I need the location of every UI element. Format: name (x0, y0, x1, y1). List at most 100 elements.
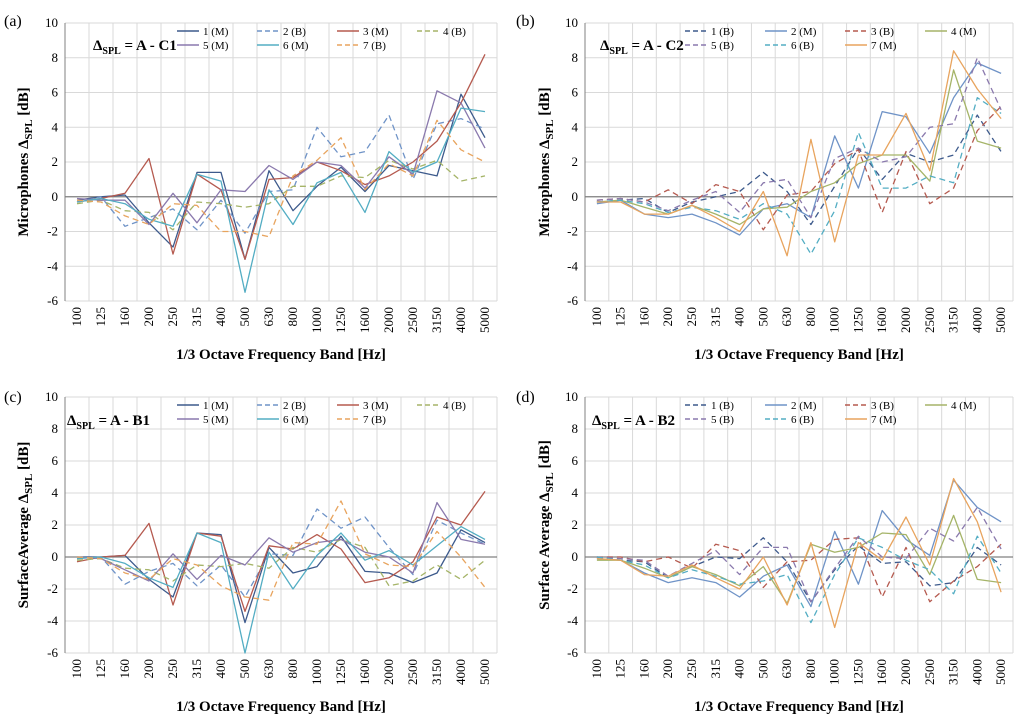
y-axis-title-sub: SPL (544, 472, 556, 492)
series-line-3 (596, 105, 1002, 231)
delta-label: ΔSPL = A - B2 (592, 413, 675, 432)
legend: 1 (B) 2 (M) 3 (B) 4 (M) 5 (B) 6 (B) 7 (M) (685, 400, 977, 426)
y-tick-label: 8 (52, 50, 59, 65)
panel-label: (d) (516, 389, 535, 406)
legend-entry-label: 7 (M) (871, 40, 897, 52)
legend-entry-label: 3 (M) (363, 400, 389, 412)
legend-entry-label: 6 (B) (791, 414, 814, 426)
x-tick-label: 5000 (993, 659, 1008, 685)
y-axis-title-main: Microphones Δ (537, 139, 553, 237)
y-tick-label: 10 (565, 389, 578, 404)
y-tick-label: 0 (52, 549, 59, 564)
series-line-7 (76, 119, 486, 238)
x-tick-label: 100 (69, 659, 84, 679)
x-tick-label: 4000 (453, 659, 468, 685)
y-tick-label: 0 (572, 549, 579, 564)
y-axis-title: Surface Average ΔSPL [dB] (537, 440, 556, 610)
legend-entry-label: 5 (B) (711, 40, 734, 52)
x-tick-label: 100 (69, 307, 84, 327)
delta-expression: = A - C1 (121, 38, 177, 54)
x-tick-label: 1250 (333, 659, 348, 685)
chart-panel-a: -6 -4 -2 0 2 4 6 8 10 100 125 160 200 250 315 400 500 630… (4, 13, 498, 363)
x-tick-label: 250 (684, 307, 699, 327)
y-tick-label: -6 (47, 293, 58, 308)
chart-panel-c: -6 -4 -2 0 2 4 6 8 10 100 125 160 200 250 315 400 500 630… (4, 389, 498, 715)
x-tick-label: 250 (684, 659, 699, 679)
x-tick-label: 125 (613, 659, 628, 679)
x-tick-label: 125 (93, 659, 108, 679)
series-line-6 (76, 525, 486, 654)
x-tick-label: 200 (141, 659, 156, 679)
y-tick-label: -2 (47, 581, 58, 596)
y-tick-label: 0 (52, 189, 59, 204)
x-tick-label: 2500 (922, 307, 937, 333)
legend-entry-label: 6 (M) (283, 414, 309, 426)
x-tick-label: 630 (261, 307, 276, 327)
x-tick-label: 2500 (922, 659, 937, 685)
y-tick-label: 6 (572, 453, 579, 468)
x-tick-label: 5000 (993, 307, 1008, 333)
x-tick-label: 5000 (477, 659, 492, 685)
legend-entry-label: 2 (M) (791, 400, 817, 412)
legend-entry-label: 4 (B) (443, 26, 466, 38)
y-tick-label: 0 (572, 189, 579, 204)
legend-entry-label: 5 (M) (203, 414, 229, 426)
y-axis-title-main: Surface Average Δ (537, 492, 553, 610)
y-tick-label: 10 (45, 15, 58, 30)
y-tick-label: 6 (52, 85, 59, 100)
y-tick-label: -4 (567, 613, 578, 628)
x-tick-label: 2000 (381, 307, 396, 333)
x-tick-label: 160 (117, 659, 132, 679)
y-tick-label: 4 (52, 485, 59, 500)
x-tick-label: 315 (189, 659, 204, 679)
x-tick-label: 3150 (429, 659, 444, 685)
x-tick-label: 400 (213, 307, 228, 327)
legend: 1 (B) 2 (M) 3 (B) 4 (M) 5 (B) 6 (B) 7 (M) (685, 26, 977, 52)
x-tick-label: 160 (117, 307, 132, 327)
y-tick-label: 4 (52, 119, 59, 134)
series-line-2 (596, 479, 1002, 608)
y-tick-label: -2 (567, 581, 578, 596)
chart-panel-b: -6 -4 -2 0 2 4 6 8 10 100 125 160 200 250 315 400 500 630… (516, 13, 1014, 363)
panel-label: (a) (4, 13, 22, 30)
x-tick-label: 315 (708, 307, 723, 327)
legend: 1 (M) 2 (B) 3 (M) 4 (B) 5 (M) 6 (M) 7 (B) (177, 26, 466, 52)
y-tick-label: 6 (52, 453, 59, 468)
y-axis-title: Microphones ΔSPL [dB] (16, 87, 35, 236)
x-tick-label: 630 (779, 307, 794, 327)
x-tick-label: 2500 (405, 307, 420, 333)
x-tick-label: 1000 (827, 659, 842, 685)
y-tick-label: 8 (572, 50, 579, 65)
delta-symbol: Δ (600, 38, 610, 54)
series-line-6 (596, 97, 1002, 255)
x-tick-label: 4000 (969, 307, 984, 333)
y-axis-title: Microphones ΔSPL [dB] (537, 87, 556, 236)
legend-entry-label: 7 (B) (363, 40, 386, 52)
series-line-7 (596, 50, 1002, 257)
legend-entry-label: 4 (B) (443, 400, 466, 412)
y-tick-label: 2 (52, 517, 59, 532)
x-tick-label: 250 (165, 307, 180, 327)
x-tick-label: 400 (732, 307, 747, 327)
x-tick-label: 160 (636, 659, 651, 679)
legend-entry-label: 6 (B) (791, 40, 814, 52)
y-tick-label: 2 (52, 154, 59, 169)
legend-entry-label: 2 (B) (283, 26, 306, 38)
series-line-2 (596, 62, 1002, 236)
x-tick-label: 4000 (453, 307, 468, 333)
series-line-7 (76, 500, 486, 601)
delta-expression: = A - C2 (628, 38, 684, 54)
legend-entry-label: 5 (B) (711, 414, 734, 426)
y-axis-title-unit: [dB] (537, 87, 553, 119)
delta-subscript: SPL (601, 421, 620, 432)
legend-entry-label: 1 (B) (711, 400, 734, 412)
x-tick-label: 1000 (827, 307, 842, 333)
x-tick-label: 2500 (405, 659, 420, 685)
y-tick-label: -4 (567, 258, 578, 273)
legend-entry-label: 1 (M) (203, 26, 229, 38)
x-tick-label: 200 (660, 307, 675, 327)
delta-symbol: Δ (67, 413, 77, 429)
x-axis-title: 1/3 Octave Frequency Band [Hz] (694, 347, 904, 363)
y-tick-label: -2 (47, 224, 58, 239)
